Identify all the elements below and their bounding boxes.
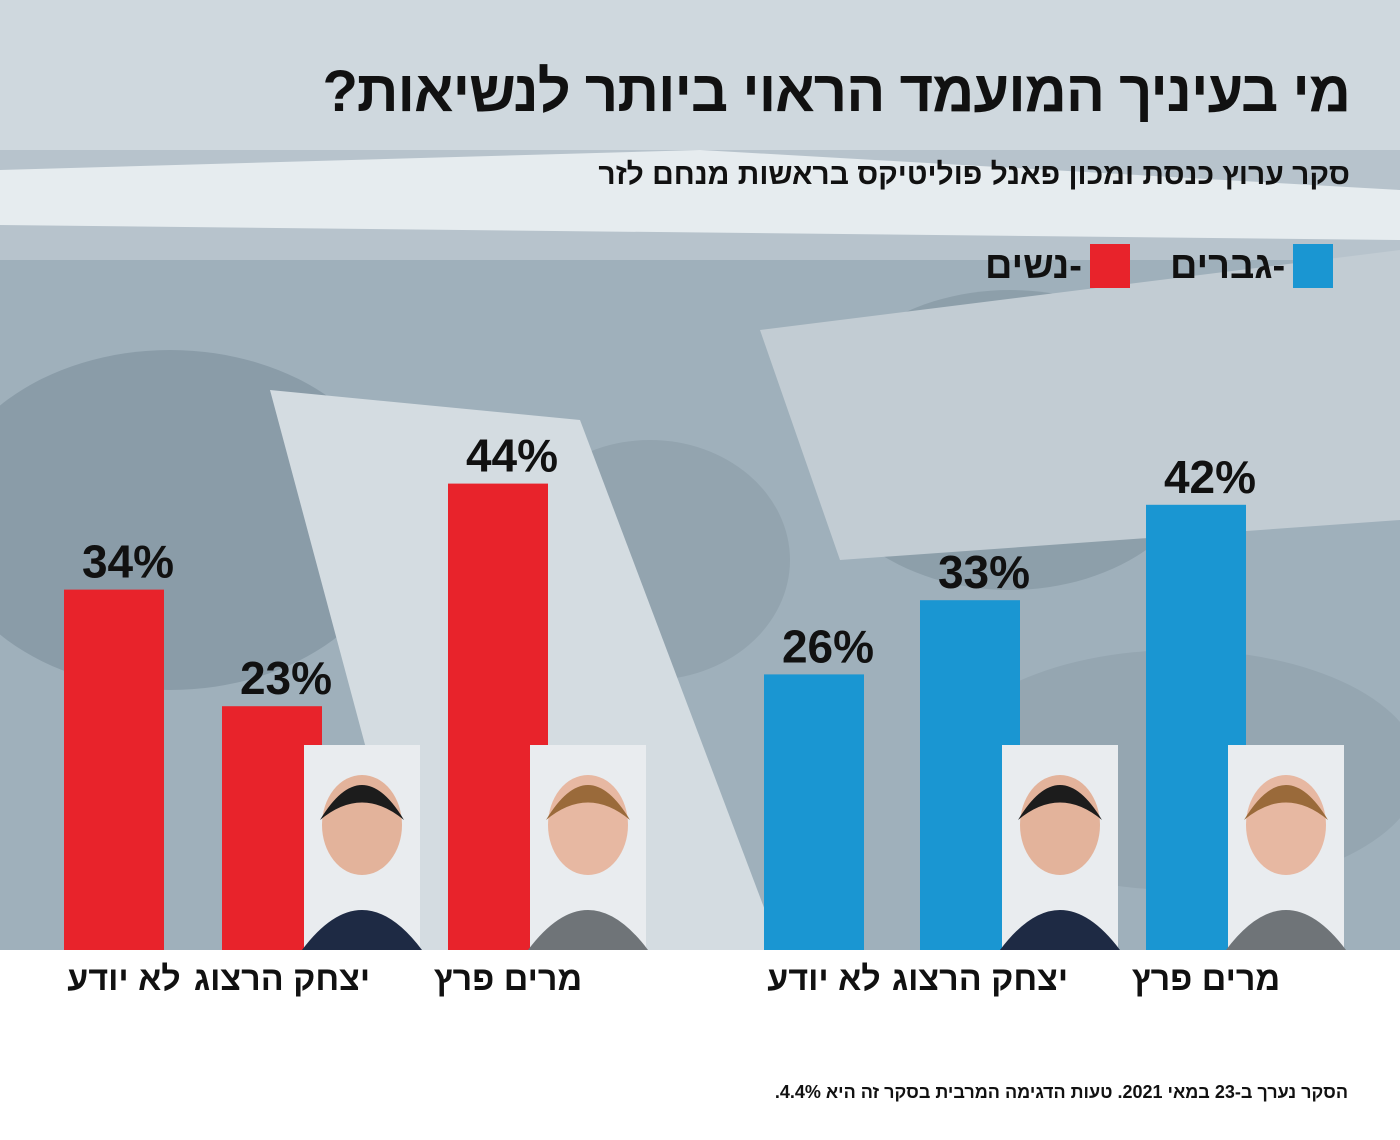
portrait-herzog-men bbox=[1000, 745, 1120, 950]
data-label-women-1: 23% bbox=[240, 652, 332, 704]
bar-men-0 bbox=[764, 674, 864, 950]
legend-women: -נשים bbox=[985, 244, 1130, 288]
category-label-women-1: יצחק הרצוג bbox=[194, 960, 370, 998]
portrait-herzog-women bbox=[302, 745, 422, 950]
footnote: הסקר נערך ב-23 במאי 2021. טעות הדגימה המ… bbox=[774, 1082, 1348, 1102]
portrait-peretz-women bbox=[528, 745, 648, 950]
category-label-men-1: יצחק הרצוג bbox=[892, 960, 1068, 998]
legend-women-swatch bbox=[1089, 244, 1130, 288]
data-label-men-0: 26% bbox=[782, 620, 874, 672]
legend-men-label: -גברים bbox=[1170, 244, 1286, 287]
bar-women-0 bbox=[64, 589, 164, 950]
bar-group-women: 34% לא יודע 23% יצחק הרצוג 44% מרים פרץ bbox=[64, 430, 648, 998]
chart-title: מי בעיניך המועמד הראוי ביותר לנשיאות? bbox=[322, 59, 1351, 124]
legend-men-swatch bbox=[1293, 244, 1334, 288]
category-label-women-2: מרים פרץ bbox=[434, 960, 582, 998]
category-label-men-0: לא יודע bbox=[767, 960, 880, 998]
legend-women-label: -נשים bbox=[985, 244, 1082, 287]
portrait-peretz-men bbox=[1226, 745, 1346, 950]
category-label-women-0: לא יודע bbox=[67, 960, 180, 998]
legend-men: -גברים bbox=[1170, 244, 1334, 288]
chart-subtitle: סקר ערוץ כנסת ומכון פאנל פוליטיקס בראשות… bbox=[598, 158, 1350, 191]
category-label-men-2: מרים פרץ bbox=[1132, 960, 1280, 998]
bar-group-men: 26% לא יודע 33% יצחק הרצוג 42% מרים פרץ bbox=[764, 451, 1346, 998]
data-label-men-2: 42% bbox=[1164, 451, 1256, 503]
data-label-men-1: 33% bbox=[938, 546, 1030, 598]
data-label-women-2: 44% bbox=[466, 430, 558, 482]
data-label-women-0: 34% bbox=[82, 536, 174, 588]
